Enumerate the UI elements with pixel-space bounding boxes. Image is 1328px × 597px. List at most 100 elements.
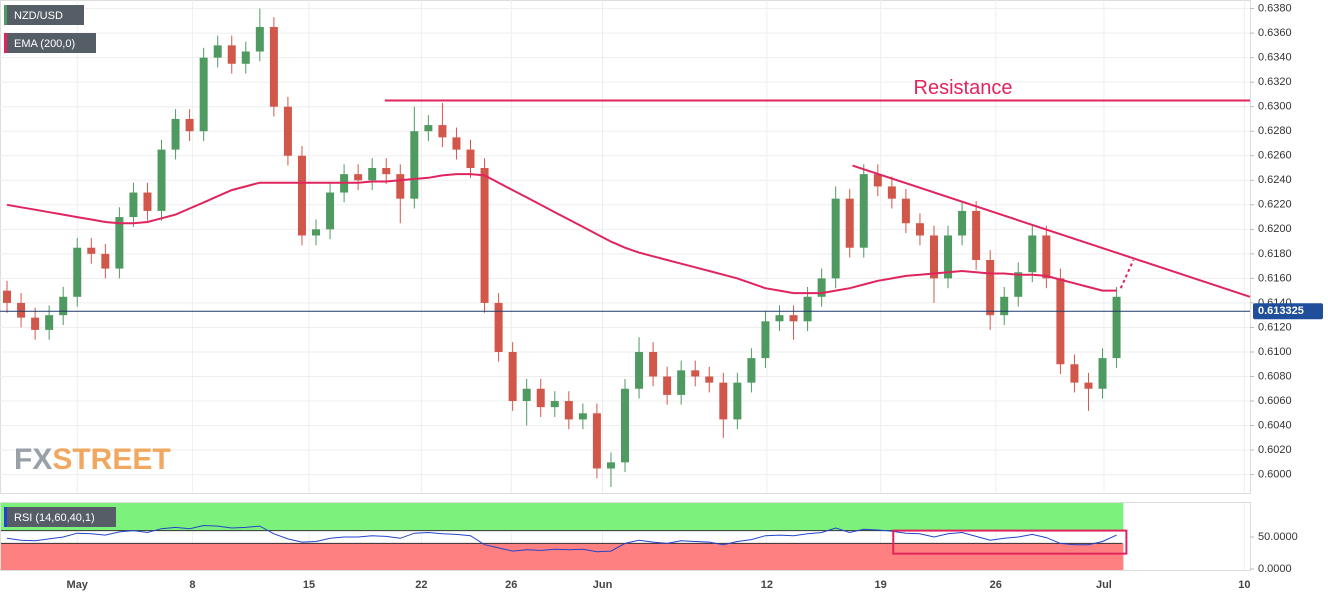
candle-body [958, 210, 967, 236]
candle-body [915, 223, 924, 236]
candle-body [592, 413, 601, 469]
rsi-bands [1, 503, 1124, 570]
y-tick-label: 0.6080 [1258, 370, 1292, 382]
candle-body [677, 370, 686, 395]
candle-body [1042, 235, 1051, 279]
candle-body [129, 192, 138, 218]
candle-body [944, 235, 953, 279]
candle-body [185, 118, 194, 132]
candle-body [1084, 382, 1093, 389]
candle-body [1028, 235, 1037, 273]
marks [3, 8, 1121, 553]
candle-body [635, 351, 644, 389]
candle-body [775, 315, 784, 322]
candle-body [297, 155, 306, 236]
y-tick-label: 0.6120 [1258, 321, 1292, 333]
trend-line [852, 164, 1251, 298]
y-tick-label: 0.6100 [1258, 346, 1292, 358]
y-tick-label: 0.6360 [1258, 27, 1292, 39]
y-tick-label: 0.6260 [1258, 150, 1292, 162]
y-tick-label: 0.6060 [1258, 395, 1292, 407]
candle-body [227, 45, 236, 64]
rsi-highlight [892, 529, 1128, 555]
candle-body [859, 174, 868, 248]
candle-body [508, 351, 517, 402]
candle-body [17, 302, 26, 318]
candle-body [1112, 296, 1121, 359]
candle-body [1070, 364, 1079, 383]
candle-body [845, 198, 854, 248]
candle-body [817, 278, 826, 297]
candle-body [368, 168, 377, 181]
rsi-line [6, 524, 1117, 553]
candle-body [241, 51, 250, 64]
x-tick-label: 22 [415, 579, 427, 591]
candle-body [255, 26, 264, 52]
y-tick-label: 0.6320 [1258, 76, 1292, 88]
y-tick-label: 0.6160 [1258, 272, 1292, 284]
candle-body [831, 198, 840, 279]
candle-body [101, 253, 110, 269]
x-tick-label: 15 [303, 579, 315, 591]
candle-body [873, 174, 882, 187]
y-tick-label: 0.6380 [1258, 2, 1292, 14]
candle-body [901, 198, 910, 224]
legend-label: NZD/USD [14, 10, 63, 22]
candle-body [887, 186, 896, 199]
candle-body [480, 168, 489, 303]
candle-body [1098, 358, 1107, 389]
candle-body [1056, 278, 1065, 365]
candle-body [621, 388, 629, 463]
candle-body [803, 296, 812, 322]
y-tick-label: 0.6280 [1258, 125, 1292, 137]
candle-body [382, 168, 391, 175]
candle-body [143, 192, 152, 211]
rsi-upper-band [1, 503, 1124, 531]
candle-body [789, 315, 798, 322]
candle-body [115, 217, 124, 269]
candle-body [761, 321, 770, 359]
legend-swatch [4, 33, 7, 53]
legend-label: EMA (200,0) [14, 38, 75, 50]
candle-body [410, 131, 419, 199]
x-tick-label: 19 [874, 579, 886, 591]
candle-body [87, 247, 96, 254]
candle-body [326, 192, 335, 230]
x-tick-label: 10 [1238, 579, 1250, 591]
legend-box [4, 33, 96, 53]
candle-body [606, 462, 615, 469]
candle-body [705, 376, 714, 383]
candle-body [536, 388, 545, 408]
rsi-tick-label: 50.0000 [1258, 531, 1298, 543]
candle-body [986, 259, 995, 316]
candle-body [45, 315, 54, 330]
x-tick-label: May [67, 579, 89, 591]
candle-body [972, 210, 981, 260]
candle-body [283, 106, 292, 156]
candle-body [494, 302, 503, 352]
y-tick-label: 0.6020 [1258, 444, 1292, 456]
candle-body [1014, 272, 1023, 297]
y-tick-label: 0.6000 [1258, 469, 1292, 481]
y-tick-label: 0.6040 [1258, 419, 1292, 431]
candle-body [578, 413, 587, 420]
y-tick-label: 0.6300 [1258, 101, 1292, 113]
y-tick-label: 0.6240 [1258, 174, 1292, 186]
candle-body [3, 290, 12, 303]
candle-body [466, 149, 475, 169]
legend-swatch [4, 5, 7, 25]
candle-body [424, 125, 433, 132]
x-tick-label: 8 [189, 579, 195, 591]
candle-body [312, 229, 321, 236]
candle-body [663, 376, 672, 395]
grid [0, 0, 1250, 570]
candle-body [1000, 296, 1009, 316]
candle-body [747, 358, 756, 383]
candle-body [452, 137, 461, 150]
candle-body [354, 174, 363, 181]
watermark: FXSTREET [14, 443, 171, 476]
resistance-label: Resistance [914, 77, 1013, 99]
candle-body [550, 401, 559, 408]
candle-body [73, 247, 82, 297]
candle-body [157, 149, 166, 211]
